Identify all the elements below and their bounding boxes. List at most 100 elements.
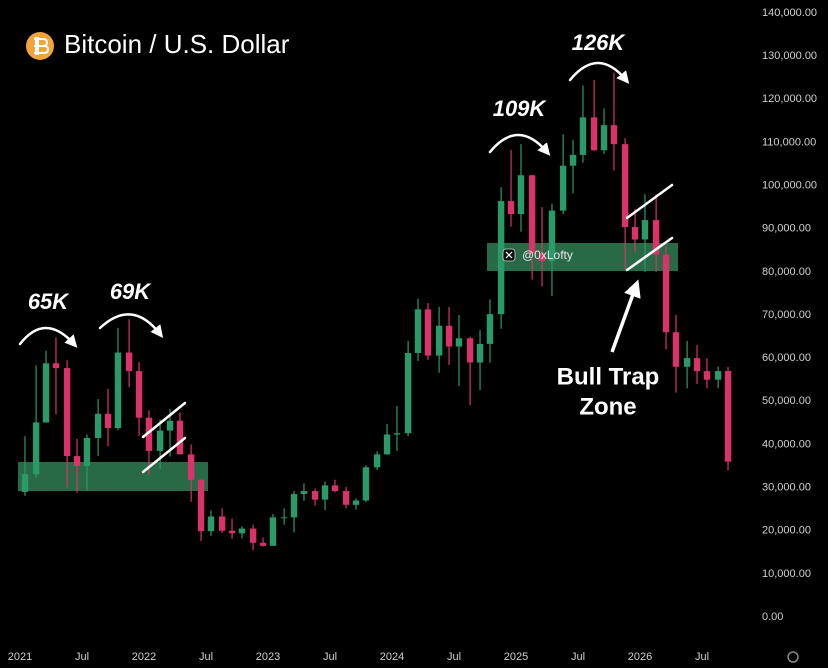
candle-body <box>207 516 215 532</box>
candle-body <box>83 437 91 466</box>
candle-body <box>579 117 587 155</box>
x-tick-label: Jul <box>199 651 213 663</box>
candle-body <box>42 363 50 423</box>
candle-body <box>187 454 195 480</box>
candle-body <box>559 165 567 211</box>
x-tick-label: 2023 <box>256 651 280 663</box>
candle-body <box>135 371 143 418</box>
peak-label: 109K <box>493 96 548 121</box>
candle-body <box>125 352 133 372</box>
candle-body <box>548 210 556 262</box>
candle-body <box>455 338 463 347</box>
candle-body <box>383 434 391 455</box>
y-tick-label: 60,000.00 <box>762 352 811 364</box>
candle-body <box>610 125 618 145</box>
candle-body <box>631 226 639 240</box>
x-tick-label: 2026 <box>628 651 652 663</box>
candle-body <box>672 332 680 367</box>
x-tick-label: 2022 <box>132 651 156 663</box>
candle-body <box>486 314 494 344</box>
candle-body <box>393 433 401 435</box>
y-tick-label: 100,000.00 <box>762 179 817 191</box>
x-tick-label: Jul <box>571 651 585 663</box>
candle-body <box>528 175 536 254</box>
candle-body <box>662 254 670 333</box>
candle-body <box>703 371 711 380</box>
candle-body <box>476 343 484 363</box>
x-tick-label: Jul <box>323 651 337 663</box>
candle-body <box>238 528 246 534</box>
candle-body <box>424 309 432 356</box>
candle-body <box>104 413 112 429</box>
candle-body <box>362 467 370 501</box>
peak-arc <box>488 133 551 156</box>
candle-body <box>373 454 381 468</box>
candle-body <box>621 144 629 227</box>
candle-body <box>321 485 329 500</box>
candle-body <box>507 201 515 215</box>
candle-body <box>569 154 577 166</box>
x-logo-mark <box>505 251 513 259</box>
candles <box>21 72 732 551</box>
candle-body <box>259 542 267 546</box>
candle-body <box>94 413 102 438</box>
candle-body <box>641 220 649 240</box>
candle-body <box>590 117 598 151</box>
candle-body <box>404 352 412 434</box>
candle-body <box>724 371 732 462</box>
candle-body <box>652 220 660 255</box>
y-tick-label: 110,000.00 <box>762 136 816 148</box>
x-tick-label: Jul <box>447 651 461 663</box>
candle-body <box>145 417 153 451</box>
chart-title: Bitcoin / U.S. Dollar <box>64 29 290 59</box>
candle-body <box>249 528 257 543</box>
watermark: @0xLofty <box>522 248 573 262</box>
bitcoin-logo-mark <box>34 37 50 55</box>
candle-body <box>218 516 226 531</box>
candle-body <box>517 175 525 215</box>
y-tick-label: 30,000.00 <box>762 481 811 493</box>
y-tick-label: 120,000.00 <box>762 93 817 105</box>
support-zone <box>487 243 678 271</box>
trap-arrow <box>610 279 641 353</box>
x-tick-label: 2021 <box>8 651 32 663</box>
y-tick-label: 80,000.00 <box>762 266 811 278</box>
candle-body <box>414 309 422 353</box>
candle-body <box>52 363 60 369</box>
peak-label: 69K <box>110 279 152 304</box>
candle-body <box>21 474 29 492</box>
y-tick-label: 10,000.00 <box>762 568 811 580</box>
trap-channel <box>141 401 187 474</box>
y-tick-label: 130,000.00 <box>762 50 817 62</box>
y-tick-label: 140,000.00 <box>762 7 817 19</box>
candle-body <box>435 325 443 356</box>
candle-body <box>311 491 319 500</box>
trap-label: Zone <box>579 393 636 420</box>
peak-arc <box>98 313 164 338</box>
candle-body <box>32 422 40 475</box>
candle-body <box>197 479 205 532</box>
trap-channel <box>625 183 674 272</box>
candle-body <box>166 420 174 431</box>
x-tick-label: Jul <box>695 651 709 663</box>
candle-body <box>342 491 350 505</box>
candle-body <box>228 530 236 534</box>
candle-body <box>269 517 277 546</box>
candle-body <box>352 500 360 505</box>
candle-body <box>156 430 164 451</box>
peak-arc <box>18 326 78 348</box>
support-zone <box>18 462 208 491</box>
y-tick-label: 20,000.00 <box>762 525 811 537</box>
y-tick-label: 90,000.00 <box>762 223 811 235</box>
candle-body <box>693 358 701 372</box>
y-tick-label: 0.00 <box>762 611 783 623</box>
x-tick-label: Jul <box>75 651 89 663</box>
candle-body <box>331 485 339 492</box>
candle-body <box>445 325 453 347</box>
trap-label: Bull Trap <box>557 363 660 390</box>
candle-body <box>538 253 546 262</box>
x-tick-label: 2025 <box>504 651 528 663</box>
settings-icon[interactable] <box>787 651 799 663</box>
